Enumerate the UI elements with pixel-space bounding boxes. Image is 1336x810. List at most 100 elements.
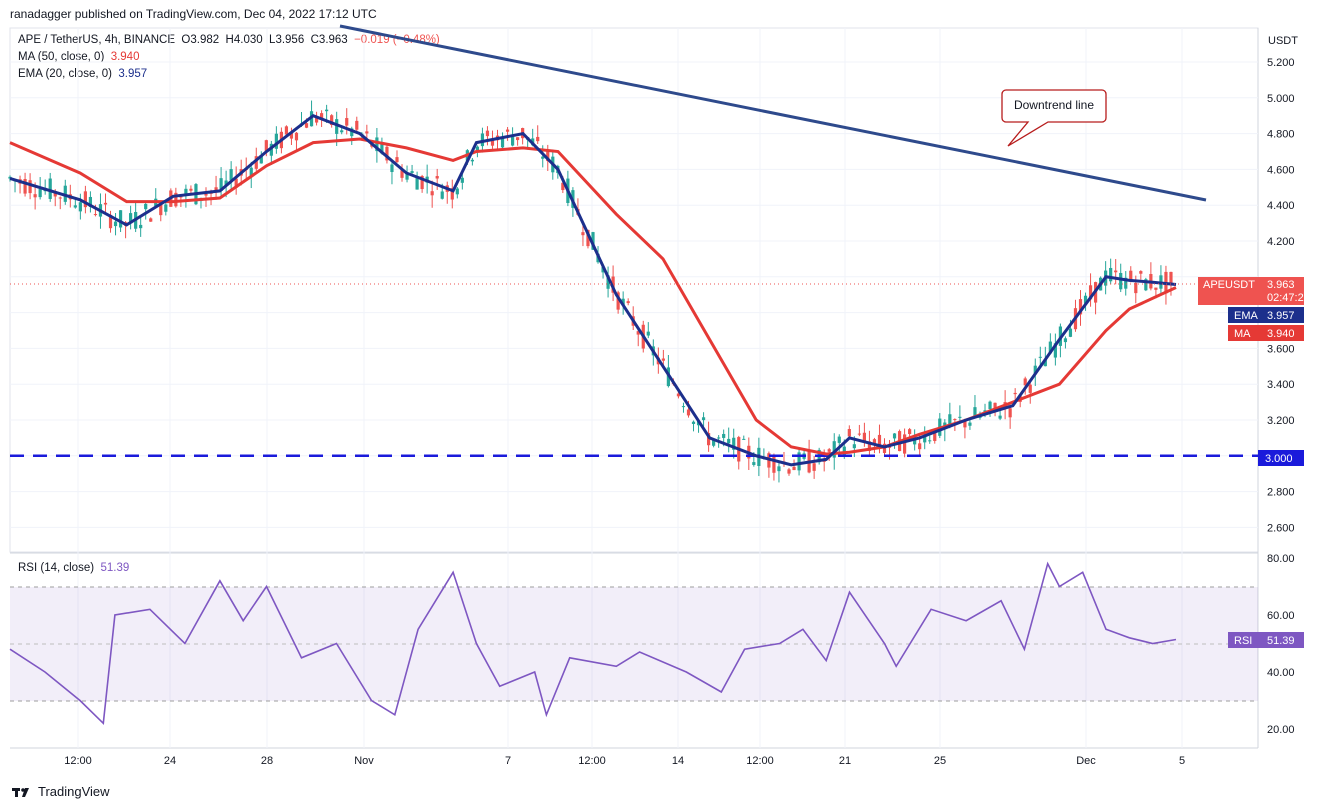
rsi-legend[interactable]: RSI (14, close) 51.39 xyxy=(18,562,130,574)
candle-body xyxy=(857,433,861,435)
price-tick: 5.000 xyxy=(1267,93,1295,105)
low-value: 3.956 xyxy=(275,34,305,46)
symbol-label: APE / TetherUS, 4h, BINANCE xyxy=(18,34,176,46)
time-tick: Nov xyxy=(354,755,374,767)
candle-body xyxy=(189,188,193,191)
candle-body xyxy=(1124,277,1128,289)
price-tick: 5.200 xyxy=(1267,57,1295,69)
candle-body xyxy=(219,178,223,191)
candle-body xyxy=(963,419,967,428)
time-tick: 7 xyxy=(505,755,511,767)
ema-legend[interactable]: EMA (20, close, 0) 3.957 xyxy=(18,68,148,80)
candle-body xyxy=(752,462,756,465)
rsi-line xyxy=(9,561,1177,726)
candle-body xyxy=(73,205,77,208)
svg-text:51.39: 51.39 xyxy=(1267,635,1295,647)
price-tick: 4.400 xyxy=(1267,200,1295,212)
candle-body xyxy=(28,180,32,194)
candle-body xyxy=(591,232,595,250)
time-tick: 28 xyxy=(261,755,273,767)
candle-body xyxy=(1109,267,1113,282)
rsi-tick: 40.00 xyxy=(1267,667,1295,679)
candle-body xyxy=(48,178,52,199)
candle-body xyxy=(340,130,344,133)
time-tick: Dec xyxy=(1076,755,1096,767)
candle-body xyxy=(480,133,485,147)
candle-body xyxy=(988,401,992,410)
candle-body xyxy=(440,191,444,199)
price-tick: 3.400 xyxy=(1267,379,1295,391)
candle-body xyxy=(616,292,620,310)
candle-body xyxy=(430,191,434,196)
time-tick: 25 xyxy=(934,755,946,767)
candle-body xyxy=(264,140,268,152)
price-axis-unit: USDT xyxy=(1268,35,1298,47)
candle-body xyxy=(33,194,37,198)
candle-body xyxy=(345,118,349,126)
candle-body xyxy=(139,224,143,229)
time-axis-ticks: 12:00 24 28 Nov 7 12:00 14 12:00 21 25 D… xyxy=(64,755,1185,767)
candle-body xyxy=(284,126,289,135)
time-tick: 5 xyxy=(1179,755,1185,767)
candle-body xyxy=(129,213,133,224)
candle-body xyxy=(842,446,846,455)
candle-body xyxy=(1119,272,1123,290)
candle-body xyxy=(1038,356,1042,358)
candle-body xyxy=(23,179,27,194)
svg-text:APEUSDT: APEUSDT xyxy=(1203,279,1255,291)
time-tick: 12:00 xyxy=(578,755,606,767)
candle-body xyxy=(229,169,233,181)
candle-body xyxy=(249,167,253,176)
candle-body xyxy=(415,177,419,190)
candle-body xyxy=(380,143,384,154)
candle-body xyxy=(1023,378,1027,386)
tradingview-brand[interactable]: TradingView xyxy=(12,784,110,799)
candle-body xyxy=(792,466,796,471)
candle-body xyxy=(450,188,454,200)
candle-body xyxy=(732,437,736,450)
candle-body xyxy=(722,433,726,438)
candle-body xyxy=(606,275,610,289)
downtrend-callout[interactable]: Downtrend line xyxy=(1001,89,1107,147)
svg-text:EMA: EMA xyxy=(1234,310,1259,322)
candle-body xyxy=(847,429,851,437)
candle-body xyxy=(681,406,686,408)
candle-body xyxy=(144,203,148,210)
candle-body xyxy=(58,197,62,199)
candle-body xyxy=(928,440,932,442)
candle-body xyxy=(908,429,912,435)
candle-body xyxy=(314,116,319,123)
rsi-tick: 80.00 xyxy=(1267,553,1295,565)
candle-body xyxy=(320,113,324,120)
time-tick: 14 xyxy=(672,755,684,767)
svg-text:3.957: 3.957 xyxy=(1267,310,1295,322)
candle-body xyxy=(797,452,801,471)
candle-body xyxy=(646,331,650,336)
time-tick: 24 xyxy=(164,755,176,767)
svg-text:RSI: RSI xyxy=(1234,635,1252,647)
candle-body xyxy=(365,131,369,134)
ma-legend[interactable]: MA (50, close, 0) 3.940 xyxy=(18,51,140,63)
price-tick: 4.600 xyxy=(1267,164,1295,176)
price-tick: 3.200 xyxy=(1267,415,1295,427)
candle-body xyxy=(676,393,681,397)
candle-body xyxy=(335,119,339,134)
candle-body xyxy=(269,143,273,156)
candle-body xyxy=(470,159,474,162)
candle-body xyxy=(712,439,716,446)
candle-body xyxy=(717,437,721,439)
downtrend-line[interactable] xyxy=(339,24,1207,202)
candle-body xyxy=(827,449,831,452)
candle-body xyxy=(903,434,907,454)
candle-body xyxy=(390,164,394,173)
rsi-axis-ticks: 80.00 60.00 40.00 20.00 xyxy=(1267,553,1295,736)
tradingview-logo-icon xyxy=(12,787,29,797)
candle-body xyxy=(294,132,299,141)
candle-body xyxy=(304,123,309,128)
candle-body xyxy=(852,444,856,449)
high-value: 4.030 xyxy=(233,34,263,46)
candle-body xyxy=(1129,270,1133,282)
candle-body xyxy=(516,137,520,141)
rsi-tag: RSI 51.39 xyxy=(1228,632,1304,648)
